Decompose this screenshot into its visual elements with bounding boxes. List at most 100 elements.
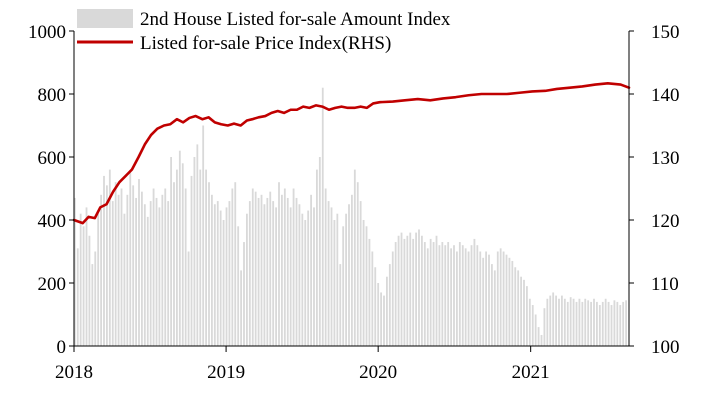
- bar-155: [526, 286, 528, 346]
- bar-114: [406, 235, 409, 346]
- bar-104: [377, 283, 380, 346]
- bar-177: [590, 301, 592, 346]
- bar-189: [625, 300, 627, 346]
- bar-47: [211, 194, 213, 346]
- bar-171: [572, 298, 575, 346]
- bar-160: [540, 334, 543, 346]
- bar-112: [400, 232, 403, 346]
- bar-41: [193, 157, 196, 346]
- bar-144: [493, 270, 496, 346]
- bar-7: [94, 251, 97, 346]
- bar-94: [348, 204, 350, 346]
- bar-141: [485, 251, 487, 346]
- bar-64: [260, 194, 263, 346]
- bar-91: [339, 264, 342, 346]
- bar-38: [184, 188, 187, 346]
- bar-178: [593, 298, 595, 346]
- bar-131: [456, 251, 458, 346]
- bar-49: [216, 201, 219, 346]
- bar-179: [596, 301, 598, 346]
- bar-175: [584, 298, 587, 346]
- bar-24: [143, 204, 146, 346]
- bar-142: [488, 254, 490, 346]
- bar-95: [351, 194, 353, 346]
- bar-36: [178, 150, 181, 346]
- bar-15: [117, 194, 120, 346]
- bar-58: [243, 242, 245, 346]
- bar-61: [251, 188, 254, 346]
- bar-182: [604, 298, 607, 346]
- bar-65: [263, 204, 266, 346]
- bar-40: [190, 175, 193, 346]
- bar-165: [555, 295, 557, 346]
- bar-44: [202, 125, 205, 346]
- bar-92: [342, 226, 345, 346]
- bar-75: [292, 188, 295, 346]
- price-index-line: [72, 81, 631, 225]
- bar-83: [316, 169, 318, 346]
- bar-9: [100, 194, 102, 346]
- bar-152: [517, 270, 520, 346]
- bar-125: [438, 245, 441, 346]
- bar-18: [126, 194, 129, 346]
- bar-35: [176, 169, 178, 346]
- bar-71: [281, 194, 283, 346]
- bar-8: [97, 213, 100, 346]
- bar-21: [135, 197, 137, 346]
- bar-135: [467, 251, 470, 346]
- bar-101: [368, 238, 371, 346]
- bar-5: [88, 235, 91, 346]
- bar-143: [491, 264, 493, 346]
- bar-14: [114, 182, 117, 346]
- x-tick-label-3: 2021: [512, 362, 550, 383]
- bar-161: [543, 308, 546, 346]
- bar-102: [371, 251, 374, 346]
- bar-26: [149, 201, 152, 346]
- bar-54: [231, 188, 234, 346]
- bar-80: [307, 210, 310, 346]
- bar-186: [616, 301, 619, 346]
- bar-133: [461, 245, 464, 346]
- bar-42: [196, 144, 199, 346]
- legend-label-price-index: Listed for-sale Price Index(RHS): [140, 33, 391, 54]
- bar-174: [581, 301, 584, 346]
- bar-72: [283, 188, 286, 346]
- bar-48: [213, 204, 216, 346]
- bar-116: [412, 238, 415, 346]
- bar-130: [453, 245, 455, 346]
- bar-81: [310, 194, 312, 346]
- bar-150: [511, 260, 514, 346]
- bar-168: [563, 298, 566, 346]
- bar-162: [546, 298, 549, 346]
- bar-187: [619, 305, 622, 346]
- bar-173: [578, 298, 581, 346]
- bar-159: [537, 327, 540, 346]
- bar-153: [520, 276, 522, 346]
- right-tick-label-0: 100: [651, 337, 680, 358]
- bar-170: [569, 297, 572, 346]
- bar-97: [356, 182, 359, 346]
- bar-164: [552, 292, 555, 346]
- bar-63: [257, 197, 260, 346]
- bar-167: [561, 295, 563, 346]
- bar-31: [164, 188, 167, 346]
- bar-67: [269, 191, 272, 346]
- bar-45: [205, 169, 207, 346]
- bar-98: [359, 201, 362, 346]
- bar-62: [254, 191, 257, 346]
- legend-swatch-amount-index: [77, 9, 133, 28]
- bar-129: [450, 248, 452, 346]
- bar-20: [132, 185, 135, 346]
- left-tick-label-5: 1000: [28, 22, 66, 43]
- bar-85: [321, 87, 324, 346]
- bar-3: [82, 226, 85, 346]
- bar-55: [234, 182, 237, 346]
- left-tick-label-4: 800: [38, 85, 67, 106]
- bar-74: [289, 207, 292, 346]
- bar-60: [248, 201, 251, 346]
- bar-115: [409, 232, 412, 346]
- bar-50: [219, 210, 222, 346]
- bar-180: [598, 305, 601, 346]
- bar-88: [330, 207, 333, 346]
